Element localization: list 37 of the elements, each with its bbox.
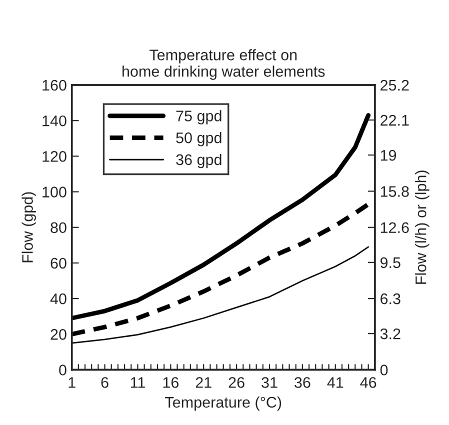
x-tick-label: 26: [228, 377, 244, 388]
y-tick-label: 80: [50, 222, 66, 234]
legend-label: 36 gpd: [176, 154, 222, 168]
x-tick-label: 41: [327, 377, 344, 388]
y2-tick-label: 0: [380, 364, 388, 376]
y2-tick-label: 9.5: [380, 257, 400, 268]
y-tick-label: 0: [59, 364, 66, 376]
y2-axis-title: Flow (l/h) or (lph): [415, 170, 430, 284]
y-tick-label: 140: [42, 115, 66, 126]
y-tick-label: 120: [42, 151, 66, 162]
x-tick-label: 11: [130, 377, 145, 388]
y2-tick-label: 15.8: [380, 186, 409, 197]
x-tick-label: 16: [163, 377, 178, 388]
y2-tick-label: 3.2: [380, 328, 400, 340]
line-series: [72, 202, 371, 336]
x-tick-label: 36: [294, 377, 310, 388]
y-tick-label: 20: [50, 329, 66, 340]
legend-label: 75 gpd: [176, 110, 222, 124]
y2-tick-label: 6.3: [380, 293, 400, 304]
y2-tick-label: 22.1: [380, 114, 409, 126]
y-tick-label: 60: [50, 258, 66, 269]
x-axis-title: Temperature (°C): [165, 396, 282, 411]
y-tick-label: 100: [42, 186, 66, 198]
x-tick-label: 31: [262, 377, 278, 388]
y2-tick-label: 12.6: [380, 222, 409, 234]
y-tick-label: 40: [50, 293, 66, 304]
line-series: [72, 246, 370, 344]
y-axis-title: Flow (gpd): [22, 192, 36, 262]
x-tick-label: 21: [196, 377, 212, 388]
x-tick-label: 1: [68, 377, 76, 388]
chart-title: Temperature effect on home drinking water elements: [122, 49, 325, 80]
y2-tick-label: 19: [380, 150, 396, 161]
x-tick-label: 6: [101, 377, 108, 388]
y2-tick-label: 25.2: [380, 80, 409, 91]
x-tick-label: 46: [360, 377, 376, 388]
y-tick-label: 160: [42, 80, 66, 91]
legend-label: 50 gpd: [176, 132, 222, 146]
